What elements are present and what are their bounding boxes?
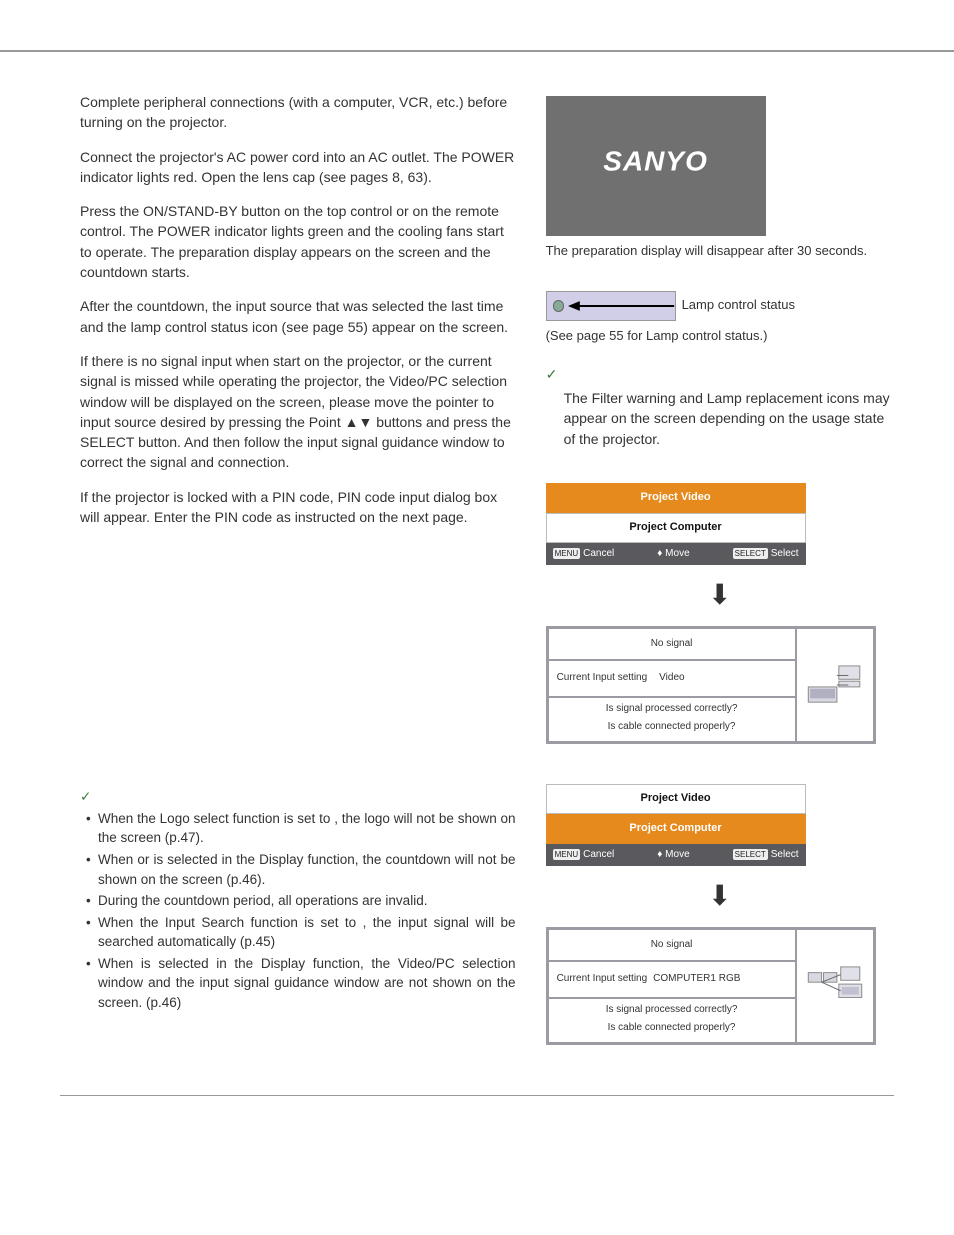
preparation-display: SANYO bbox=[546, 96, 766, 236]
step-1: Complete peripheral connections (with a … bbox=[80, 92, 516, 133]
menu-footer-2: MENUCancel ♦ Move SELECTSelect bbox=[546, 844, 806, 867]
sig-input-row-2: Current Input setting COMPUTER1 RGB bbox=[549, 962, 795, 999]
sig-diagram bbox=[797, 629, 873, 741]
lamp-arrow-icon bbox=[568, 300, 674, 312]
sig-input-label-2: Current Input setting bbox=[557, 972, 648, 987]
step-2: Connect the projector's AC power cord in… bbox=[80, 147, 516, 188]
sig-no-signal: No signal bbox=[549, 629, 795, 662]
notes-block: ✓ When the Logo select function is set t… bbox=[80, 787, 516, 1012]
sig-input-value: Video bbox=[659, 671, 684, 686]
projector-icon bbox=[806, 664, 864, 706]
menu-cancel-2[interactable]: MENUCancel bbox=[553, 848, 615, 863]
left-column: Complete peripheral connections (with a … bbox=[80, 92, 516, 1055]
down-arrow-icon-2: ⬇ bbox=[546, 876, 894, 917]
note-check-icon: ✓ bbox=[80, 787, 516, 807]
signal-guidance-computer: No signal Current Input setting COMPUTER… bbox=[546, 927, 876, 1045]
notes-list: When the Logo select function is set to … bbox=[80, 809, 516, 1013]
vpc-menu-computer: Project Video Project Computer MENUCance… bbox=[546, 784, 806, 866]
signal-guidance-video: No signal Current Input setting Video Is… bbox=[546, 626, 876, 744]
step-5: If there is no signal input when start o… bbox=[80, 351, 516, 473]
preparation-caption: The preparation display will disappear a… bbox=[546, 242, 894, 261]
step-4: After the countdown, the input source th… bbox=[80, 296, 516, 337]
computer-icon bbox=[806, 965, 864, 1007]
menu-item-video[interactable]: Project Video bbox=[546, 483, 806, 513]
note-3: During the countdown period, all operati… bbox=[88, 891, 516, 911]
menu-select[interactable]: SELECTSelect bbox=[733, 547, 799, 562]
menu-move-2[interactable]: ♦ Move bbox=[657, 848, 689, 863]
lamp-indicator bbox=[546, 291, 676, 321]
menu-move[interactable]: ♦ Move bbox=[657, 547, 689, 562]
note-1: When the Logo select function is set to … bbox=[88, 809, 516, 848]
bottom-divider bbox=[60, 1095, 894, 1096]
down-arrow-icon: ⬇ bbox=[546, 575, 894, 616]
lamp-label: Lamp control status bbox=[682, 296, 795, 315]
menu-cancel[interactable]: MENUCancel bbox=[553, 547, 615, 562]
sig-q1: Is signal processed correctly? bbox=[549, 698, 795, 721]
sig-diagram-2 bbox=[797, 930, 873, 1042]
menu-item-computer[interactable]: Project Computer bbox=[546, 513, 806, 543]
sig-no-signal-2: No signal bbox=[549, 930, 795, 963]
sig-q2-2: Is cable connected properly? bbox=[549, 1021, 795, 1042]
menu-item-video-2[interactable]: Project Video bbox=[546, 784, 806, 814]
menu-item-computer-2[interactable]: Project Computer bbox=[546, 814, 806, 844]
sig-input-row: Current Input setting Video bbox=[549, 661, 795, 698]
step-3: Press the ON/STAND-BY button on the top … bbox=[80, 201, 516, 282]
lamp-note: (See page 55 for Lamp control status.) bbox=[546, 327, 894, 346]
note-5: When is selected in the Display function… bbox=[88, 954, 516, 1013]
note-2: When or is selected in the Display funct… bbox=[88, 850, 516, 889]
sig-input-label: Current Input setting bbox=[557, 671, 648, 686]
note-4: When the Input Search function is set to… bbox=[88, 913, 516, 952]
lamp-status-row: Lamp control status bbox=[546, 291, 894, 321]
page-content: Complete peripheral connections (with a … bbox=[0, 52, 954, 1095]
right-column: SANYO The preparation display will disap… bbox=[546, 92, 894, 1055]
menu-select-2[interactable]: SELECTSelect bbox=[733, 848, 799, 863]
vpc-menu-video: Project Video Project Computer MENUCance… bbox=[546, 483, 806, 565]
sig-q1-2: Is signal processed correctly? bbox=[549, 999, 795, 1022]
lamp-bulb-icon bbox=[553, 300, 565, 312]
sig-input-value-2: COMPUTER1 RGB bbox=[653, 972, 740, 987]
filter-check-icon: ✓ bbox=[546, 364, 894, 384]
sig-q2: Is cable connected properly? bbox=[549, 720, 795, 741]
menu-footer: MENUCancel ♦ Move SELECTSelect bbox=[546, 543, 806, 566]
step-6: If the projector is locked with a PIN co… bbox=[80, 487, 516, 528]
filter-warning-note: The Filter warning and Lamp replacement … bbox=[546, 388, 894, 449]
sanyo-logo: SANYO bbox=[603, 142, 708, 183]
